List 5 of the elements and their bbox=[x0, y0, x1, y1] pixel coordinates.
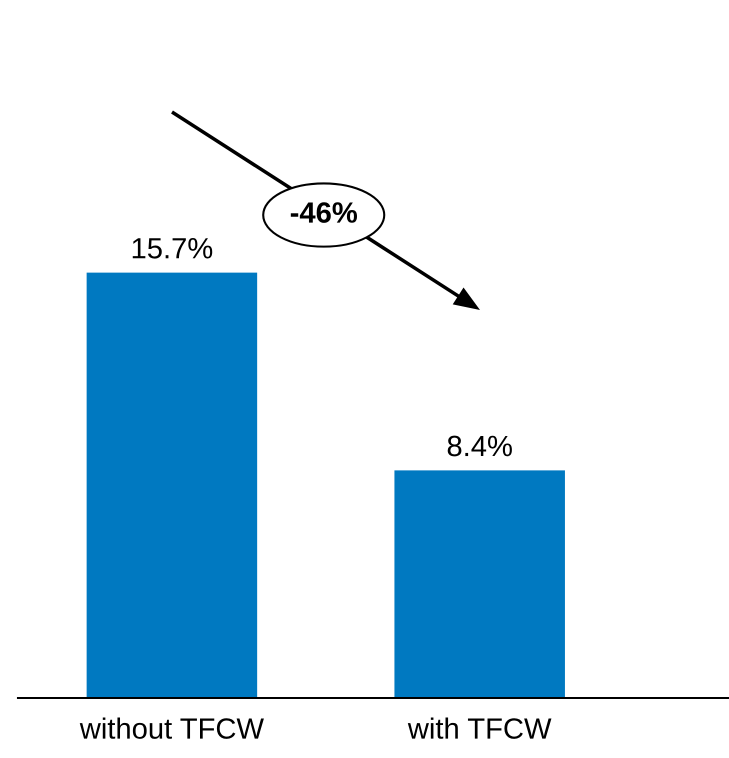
data-label: 8.4% bbox=[448, 436, 512, 456]
x-tick-label: with TFCW bbox=[408, 717, 552, 739]
text: -46% bbox=[290, 202, 358, 223]
data-label: 15.7% bbox=[132, 238, 212, 259]
x-tick-label: without TFCW bbox=[80, 717, 264, 739]
